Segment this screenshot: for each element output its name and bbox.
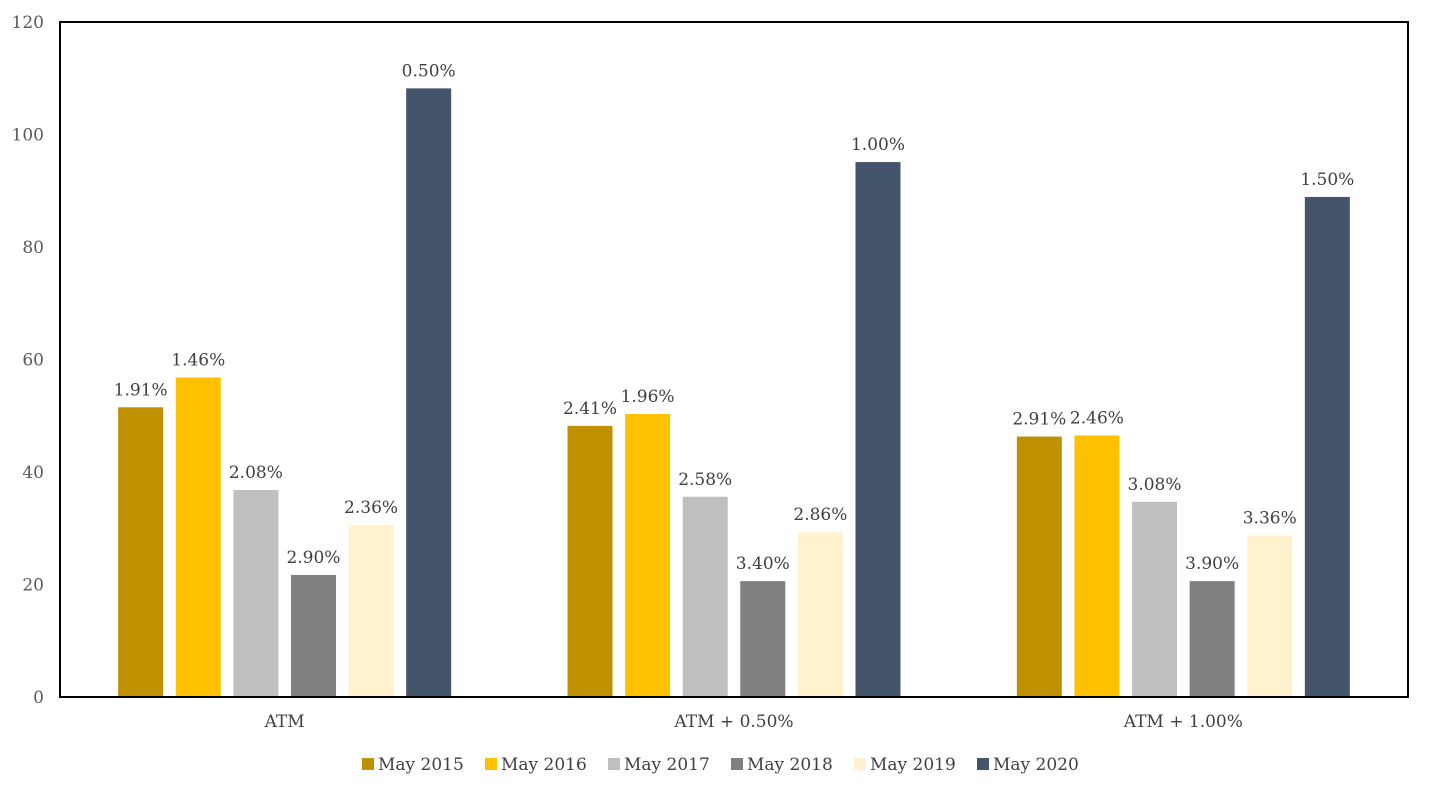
data-label: 1.00% xyxy=(851,135,905,155)
data-label: 2.36% xyxy=(344,498,398,518)
x-tick-label: ATM + 0.50% xyxy=(673,712,793,732)
y-tick-label: 40 xyxy=(22,463,44,483)
x-axis: ATM ATM + 0.50% ATM + 1.00% xyxy=(264,712,1243,732)
legend-swatch xyxy=(977,758,989,770)
bar xyxy=(682,496,728,697)
legend-swatch xyxy=(485,758,497,770)
y-tick-label: 120 xyxy=(12,13,44,33)
legend-item: May 2015 xyxy=(362,755,464,775)
legend-swatch xyxy=(362,758,374,770)
legend-label: May 2016 xyxy=(501,755,587,775)
bars xyxy=(118,88,1350,697)
legend-item: May 2019 xyxy=(854,755,956,775)
data-label: 2.91% xyxy=(1012,410,1066,430)
data-label: 2.41% xyxy=(563,399,617,419)
legend-item: May 2016 xyxy=(485,755,587,775)
data-label: 2.58% xyxy=(678,470,732,490)
bar xyxy=(625,414,671,697)
data-label: 2.86% xyxy=(793,505,847,525)
legend: May 2015 May 2016 May 2017 May 2018 May 2019… xyxy=(362,755,1079,775)
bar xyxy=(406,88,452,697)
bar xyxy=(1189,581,1235,697)
bar xyxy=(348,524,394,697)
x-tick-label: ATM + 1.00% xyxy=(1123,712,1243,732)
y-axis: 0 20 40 60 80 100 120 xyxy=(12,13,44,708)
data-label: 0.50% xyxy=(402,61,456,81)
bar xyxy=(740,581,786,697)
bar xyxy=(1304,196,1350,697)
bar xyxy=(118,407,164,697)
bar xyxy=(1132,501,1178,697)
data-label: 3.40% xyxy=(736,554,790,574)
data-label: 2.90% xyxy=(286,548,340,568)
y-tick-label: 0 xyxy=(33,688,44,708)
data-labels: 1.91%1.46% 2.08% 2.90% 2.36% 0.50% 2.41%1.96%… xyxy=(114,61,1355,574)
legend-swatch xyxy=(731,758,743,770)
bar xyxy=(1016,436,1062,697)
bar xyxy=(855,162,901,697)
legend-label: May 2018 xyxy=(747,755,833,775)
data-label: 2.46% xyxy=(1070,408,1124,428)
bar xyxy=(797,532,843,697)
bar xyxy=(567,425,613,697)
legend-label: May 2020 xyxy=(993,755,1079,775)
data-label: 3.36% xyxy=(1243,509,1297,529)
y-tick-label: 20 xyxy=(22,576,44,596)
legend-label: May 2017 xyxy=(624,755,710,775)
legend-label: May 2019 xyxy=(870,755,956,775)
x-tick-label: ATM xyxy=(264,712,305,732)
y-tick-label: 60 xyxy=(22,351,44,371)
legend-swatch xyxy=(608,758,620,770)
bar xyxy=(1247,535,1293,697)
data-label: 1.50% xyxy=(1300,170,1354,190)
y-tick-label: 80 xyxy=(22,238,44,258)
data-label: 1.96% xyxy=(621,387,675,407)
legend-label: May 2015 xyxy=(378,755,464,775)
bar xyxy=(290,574,336,697)
legend-item: May 2018 xyxy=(731,755,833,775)
bar xyxy=(1074,435,1120,697)
legend-item: May 2017 xyxy=(608,755,710,775)
legend-swatch xyxy=(854,758,866,770)
data-label: 1.91% xyxy=(114,380,168,400)
legend-item: May 2020 xyxy=(977,755,1079,775)
bar xyxy=(175,377,221,697)
bar xyxy=(233,490,279,697)
data-label: 2.08% xyxy=(229,463,283,483)
data-label: 1.46% xyxy=(171,351,225,371)
data-label: 3.90% xyxy=(1185,554,1239,574)
y-tick-label: 100 xyxy=(12,126,44,146)
data-label: 3.08% xyxy=(1128,475,1182,495)
plot-area-border xyxy=(59,21,1409,698)
